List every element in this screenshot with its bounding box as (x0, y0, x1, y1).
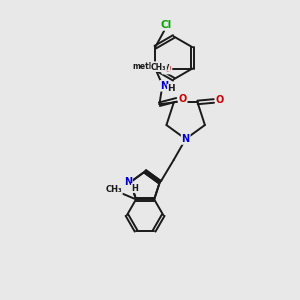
Text: CH₃: CH₃ (106, 185, 122, 194)
Text: N: N (182, 134, 190, 144)
Text: N: N (124, 177, 132, 187)
Text: Cl: Cl (160, 20, 171, 30)
Text: H: H (167, 84, 175, 93)
Text: CH₃: CH₃ (151, 63, 167, 72)
Text: O: O (162, 64, 171, 74)
Text: H: H (131, 184, 138, 193)
Text: N: N (160, 81, 168, 91)
Text: O: O (178, 94, 187, 104)
Text: methoxy: methoxy (132, 62, 170, 71)
Text: O: O (216, 95, 224, 105)
